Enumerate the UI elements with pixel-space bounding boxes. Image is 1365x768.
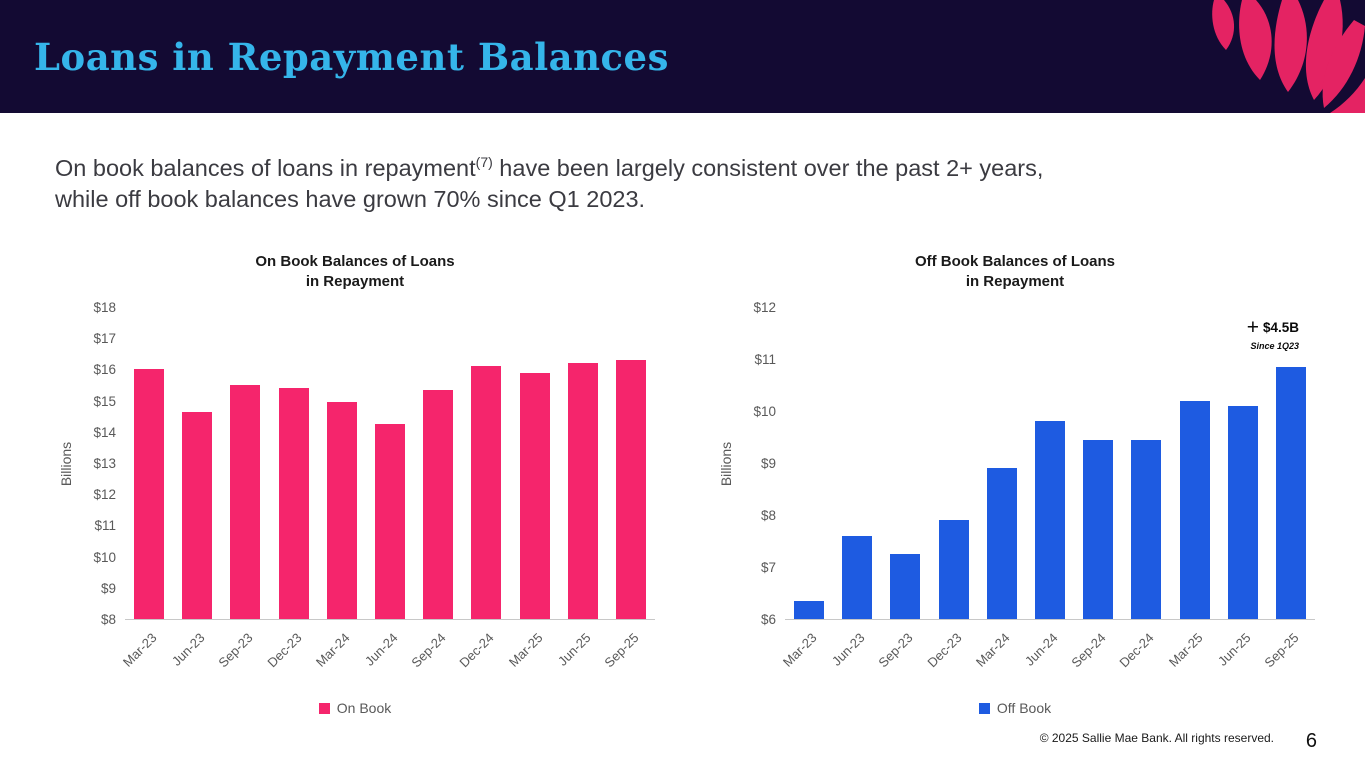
bars-container <box>785 308 1315 620</box>
y-tick-label: $6 <box>760 612 776 627</box>
growth-amount: $4.5B <box>1262 320 1299 335</box>
chart-title-line-1: Off Book Balances of Loans <box>914 253 1116 270</box>
chart-title-line-2: in Repayment <box>965 273 1065 290</box>
chart-title-line-2: in Repayment <box>305 273 405 290</box>
y-tick-label: $12 <box>753 300 776 315</box>
chart-body: Billions $12 $11 $10 $9 $8 $7 $6 Mar-23 Jun-23 S… <box>715 300 1315 670</box>
footnote-reference: (7) <box>475 154 493 170</box>
growth-annotation-value: + $4.5B <box>1247 316 1299 340</box>
y-tick-label: $9 <box>100 580 116 596</box>
legend: On Book <box>55 700 655 716</box>
copyright-text: © 2025 Sallie Mae Bank. All rights reser… <box>1039 731 1274 745</box>
bar-Mar-24 <box>986 468 1017 619</box>
chart-title-line-1: On Book Balances of Loans <box>255 253 455 270</box>
y-axis-title: Billions <box>55 308 77 620</box>
y-tick-label: $13 <box>93 456 116 471</box>
bar-Mar-25 <box>1179 400 1210 619</box>
legend: Off Book <box>715 700 1315 716</box>
legend-swatch <box>318 702 330 714</box>
page-number: 6 <box>1305 730 1317 752</box>
y-tick-label: $7 <box>760 560 776 575</box>
y-tick-label: $9 <box>760 456 776 471</box>
y-tick-label: $8 <box>100 612 116 627</box>
plus-icon: + <box>1246 316 1259 339</box>
raspberry-graphic <box>1212 0 1365 113</box>
bar-Jun-23 <box>842 535 873 619</box>
y-tick-label: $15 <box>93 393 116 409</box>
intro-line-1: On book balances of loans in repayment(7… <box>55 147 1043 184</box>
intro-text: On book balances of loans in repayment(7… <box>55 147 1043 215</box>
y-tick-label: $16 <box>93 362 116 378</box>
bar-Mar-24 <box>326 402 357 619</box>
y-axis-ticks: $18 $17 $16 $15 $14 $13 $12 $11 $10 $9 $8 <box>77 300 125 627</box>
plot-area: Mar-23 Jun-23 Sep-23 Dec-23 Mar-24 Jun-24 Sep-… <box>120 308 655 670</box>
y-axis-title-text: Billions <box>718 441 734 487</box>
y-tick-label: $11 <box>94 518 116 534</box>
bar-Mar-23 <box>794 600 825 619</box>
chart-title: Off Book Balances of Loans in Repayment <box>715 252 1315 292</box>
chart-title: On Book Balances of Loans in Repayment <box>55 252 655 292</box>
bar-Dec-24 <box>471 366 502 619</box>
bar-Dec-23 <box>278 388 309 619</box>
bar-Dec-23 <box>938 520 969 619</box>
y-axis-title-text: Billions <box>58 441 74 487</box>
growth-annotation-caption: Since 1Q23 <box>1250 341 1299 351</box>
bars-container <box>125 308 655 620</box>
bar-Sep-24 <box>423 389 454 619</box>
y-tick-label: $18 <box>93 300 116 315</box>
bar-Sep-23 <box>230 385 261 619</box>
x-axis-ticks: Mar-23 Jun-23 Sep-23 Dec-23 Mar-24 Jun-24 Sep-… <box>780 622 1315 702</box>
bar-Sep-25 <box>1275 366 1306 619</box>
y-tick-label: $14 <box>93 424 116 440</box>
y-tick-label: $8 <box>760 508 776 523</box>
bar-Mar-23 <box>134 369 165 619</box>
x-axis-ticks: Mar-23 Jun-23 Sep-23 Dec-23 Mar-24 Jun-24 Sep-… <box>120 622 655 702</box>
bar-Sep-25 <box>615 360 646 619</box>
plot-area: Mar-23 Jun-23 Sep-23 Dec-23 Mar-24 Jun-24 Sep-… <box>780 308 1315 670</box>
bar-Sep-24 <box>1083 439 1114 619</box>
bar-Sep-23 <box>890 554 921 619</box>
page-title: Loans in Repayment Balances <box>34 34 669 79</box>
y-tick-label: $17 <box>93 331 116 347</box>
y-axis-ticks: $12 $11 $10 $9 $8 $7 $6 <box>737 300 785 627</box>
bar-Dec-24 <box>1131 439 1162 619</box>
chart-off-book: Off Book Balances of Loans in Repayment … <box>715 252 1315 716</box>
intro-line-1-cont: have been largely consistent over the pa… <box>492 154 1044 181</box>
y-tick-label: $10 <box>93 549 116 565</box>
bar-Jun-25 <box>1227 405 1258 619</box>
legend-swatch <box>978 702 990 714</box>
header-bar: Loans in Repayment Balances <box>0 0 1365 113</box>
bar-Jun-24 <box>375 424 405 619</box>
y-tick-label: $10 <box>753 404 776 419</box>
legend-label: Off Book <box>996 700 1052 716</box>
y-axis-title: Billions <box>715 308 737 620</box>
chart-body: Billions $18 $17 $16 $15 $14 $13 $12 $11 $10 $9 $8… <box>55 300 655 670</box>
growth-annotation: + $4.5B Since 1Q23 <box>1247 316 1299 351</box>
y-tick-label: $11 <box>754 352 776 367</box>
legend-label: On Book <box>336 700 392 716</box>
bar-Jun-23 <box>182 411 213 619</box>
y-tick-label: $12 <box>93 487 116 503</box>
bar-Jun-24 <box>1035 421 1065 619</box>
bar-Mar-25 <box>519 372 550 619</box>
bar-Jun-25 <box>567 363 598 619</box>
intro-line-1-text: On book balances of loans in repayment <box>55 154 476 181</box>
intro-line-2: while off book balances have grown 70% s… <box>55 185 646 212</box>
chart-on-book: On Book Balances of Loans in Repayment B… <box>55 252 655 716</box>
